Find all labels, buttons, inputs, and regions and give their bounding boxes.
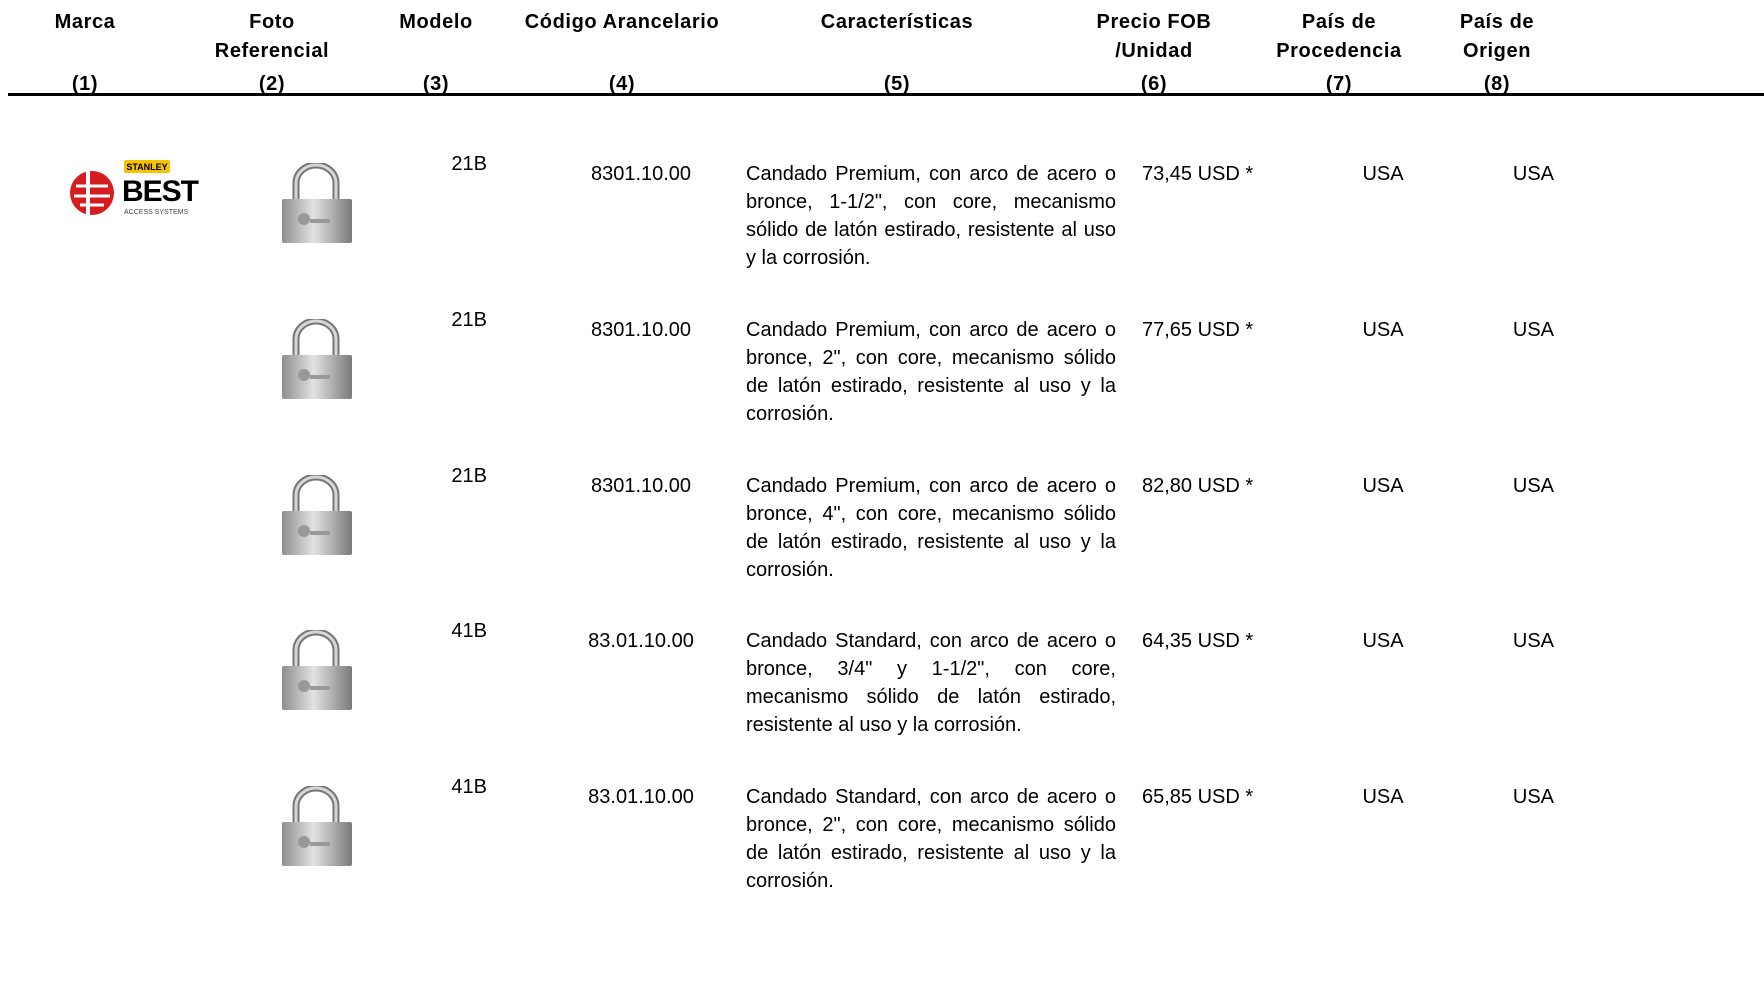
header-rule	[8, 93, 1764, 96]
model: 21B	[451, 465, 487, 487]
manufacture-country: USA	[1512, 319, 1554, 341]
header-title: Referencial	[214, 40, 330, 62]
tariff-code: 83.01.10.00	[588, 630, 694, 652]
tariff-code: 8301.10.00	[590, 475, 692, 497]
padlock-photo	[282, 475, 352, 555]
tariff-code: 83.01.10.00	[588, 786, 694, 808]
header-title: Precio FOB	[1096, 11, 1212, 33]
origin-country: USA	[1362, 163, 1404, 185]
description: Candado Standard, con arco de acero o br…	[746, 630, 1116, 736]
description: Candado Standard, con arco de acero o br…	[746, 786, 1116, 892]
header-column: Precio FOB/Unidad (6)	[1044, 8, 1264, 95]
price: 64,35 USD *	[1142, 630, 1254, 652]
origin-country: USA	[1362, 475, 1404, 497]
origin-country: USA	[1362, 786, 1404, 808]
price: 73,45 USD *	[1142, 163, 1254, 185]
logo-name: BEST	[122, 175, 199, 208]
header-column: País de Origen (8)	[1387, 8, 1607, 95]
logo-tagline: ACCESS SYSTEMS	[124, 209, 189, 216]
header-title: País de	[1301, 11, 1377, 33]
manufacture-country: USA	[1512, 163, 1554, 185]
header-number: (1)	[71, 73, 99, 95]
tariff-code: 8301.10.00	[590, 319, 692, 341]
header-title: Modelo	[399, 11, 473, 33]
header-column: Foto Referencial (2)	[162, 8, 382, 95]
header-title: /Unidad	[1115, 40, 1193, 62]
header-number: (5)	[883, 73, 911, 95]
header-column: Características (5)	[787, 8, 1007, 95]
header-column: Marca (1)	[0, 8, 195, 95]
manufacture-country: USA	[1512, 475, 1554, 497]
header-number: (3)	[422, 73, 450, 95]
brand-logo: STANLEY BEST ACCESS SYSTEMS	[70, 160, 200, 216]
header-title: Características	[820, 11, 974, 33]
description: Candado Premium, con arco de acero o bro…	[746, 319, 1116, 425]
padlock-photo	[282, 786, 352, 866]
header-number: (8)	[1483, 73, 1511, 95]
model: 21B	[451, 153, 487, 175]
header-title: Marca	[54, 11, 116, 33]
manufacture-country: USA	[1512, 630, 1554, 652]
description: Candado Premium, con arco de acero o bro…	[746, 475, 1116, 581]
header-number: (6)	[1140, 73, 1168, 95]
header-title: Origen	[1462, 40, 1532, 62]
header-number: (4)	[608, 73, 636, 95]
tariff-code: 8301.10.00	[590, 163, 692, 185]
model: 21B	[451, 309, 487, 331]
header-number: (7)	[1325, 73, 1353, 95]
manufacture-country: USA	[1512, 786, 1554, 808]
header-title: País de	[1459, 11, 1535, 33]
price: 77,65 USD *	[1142, 319, 1254, 341]
model: 41B	[451, 776, 487, 798]
header-title: Foto	[249, 11, 295, 33]
header-column: País de Procedencia (7)	[1229, 8, 1449, 95]
logo-badge: STANLEY	[126, 162, 167, 172]
description: Candado Premium, con arco de acero o bro…	[746, 163, 1116, 269]
header-column: Modelo (3)	[326, 8, 546, 95]
origin-country: USA	[1362, 630, 1404, 652]
header-column: Código Arancelario (4)	[512, 8, 732, 95]
header-title: Procedencia	[1276, 40, 1402, 62]
price: 82,80 USD *	[1142, 475, 1254, 497]
price: 65,85 USD *	[1142, 786, 1254, 808]
padlock-photo	[282, 630, 352, 710]
origin-country: USA	[1362, 319, 1404, 341]
padlock-photo	[282, 163, 352, 243]
header-title: Código Arancelario	[524, 11, 720, 33]
padlock-photo	[282, 319, 352, 399]
header-number: (2)	[258, 73, 286, 95]
model: 41B	[451, 620, 487, 642]
